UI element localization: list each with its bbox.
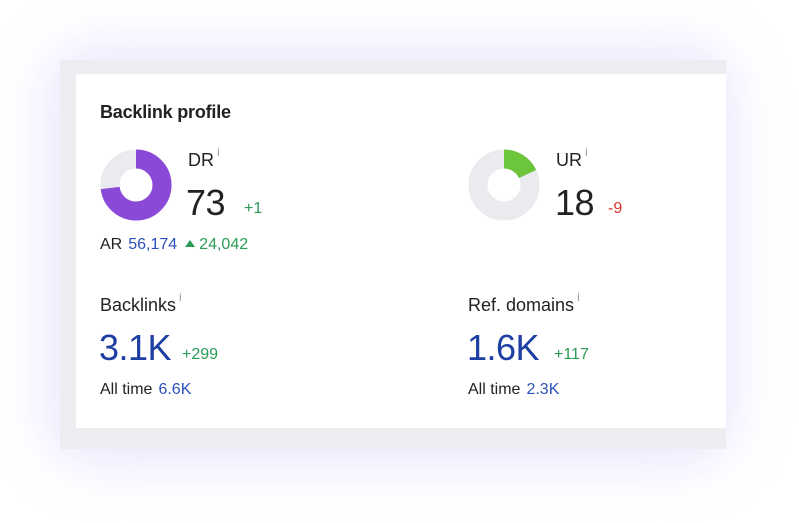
backlinks-label-row: Backlinks i [100, 290, 182, 316]
ur-label: UR [556, 150, 582, 170]
ar-label: AR [100, 236, 123, 253]
ref-domains-label-row: Ref. domains i [468, 290, 580, 316]
dr-delta: +1 [244, 200, 263, 217]
dr-value: 73 [186, 182, 226, 223]
dr-info-icon[interactable]: i [217, 145, 220, 159]
backlinks-all-time-row: All time 6.6K [100, 381, 191, 399]
dr-label: DR [188, 150, 214, 170]
ref-domains-delta: +117 [554, 346, 589, 363]
ref-domains-label: Ref. domains [468, 295, 575, 315]
ur-donut-arc [468, 149, 540, 221]
ref-domains-all-time-row: All time 2.3K [468, 381, 559, 399]
ur-donut-chart [468, 149, 540, 221]
ref-domains-value-link[interactable]: 1.6K [467, 327, 540, 368]
dr-label-row: DR i [188, 145, 220, 171]
backlinks-all-time-label: All time [100, 381, 153, 398]
ar-value-link[interactable]: 56,174 [128, 236, 178, 253]
backlinks-info-icon[interactable]: i [179, 290, 182, 304]
dr-donut-chart [100, 149, 172, 221]
backlinks-label: Backlinks [100, 295, 177, 315]
ar-change-value: 24,042 [199, 236, 249, 253]
card-title: Backlink profile [100, 102, 231, 122]
backlinks-value-link[interactable]: 3.1K [99, 327, 172, 368]
dr-donut-arc [100, 149, 172, 221]
backlinks-delta: +299 [182, 346, 219, 363]
ur-info-icon[interactable]: i [585, 145, 588, 159]
ref-domains-all-time-label: All time [468, 381, 521, 398]
ref-domains-info-icon[interactable]: i [577, 290, 580, 304]
backlink-profile-card: Backlink profile DR i 73 +1 AR 56,174 24,04… [76, 74, 726, 428]
ar-change: 24,042 [185, 236, 248, 253]
backlinks-all-time-value-link[interactable]: 6.6K [158, 381, 192, 398]
ar-row: AR 56,174 24,042 [100, 236, 248, 254]
ur-label-row: UR i [556, 145, 588, 171]
ur-delta: -9 [608, 200, 623, 217]
ur-value: 18 [555, 182, 595, 223]
ref-domains-all-time-value-link[interactable]: 2.3K [526, 381, 560, 398]
up-arrow-icon [185, 240, 196, 247]
